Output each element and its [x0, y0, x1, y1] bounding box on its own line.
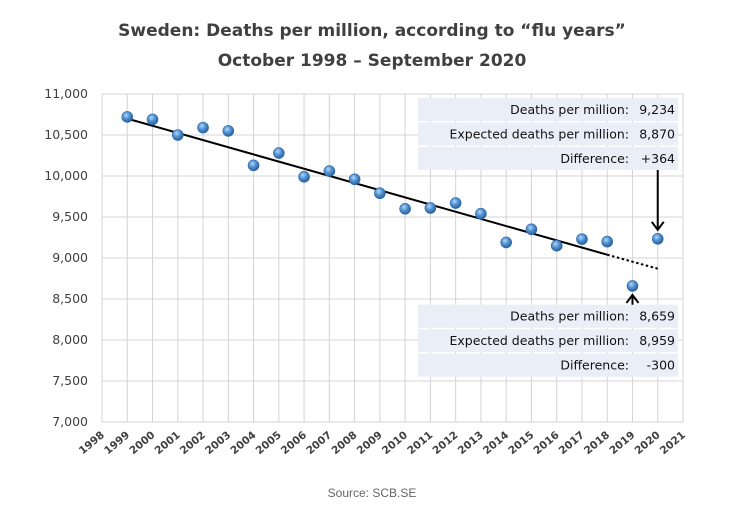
chart-title: Sweden: Deaths per million, according to… [118, 21, 626, 41]
x-tick-label: 2012 [430, 429, 460, 457]
x-tick-label: 2008 [329, 429, 359, 457]
data-point [424, 202, 437, 214]
annotation-row-bg [418, 353, 678, 377]
data-point [550, 239, 563, 252]
data-point [651, 233, 664, 245]
annotation-value: -300 [647, 358, 675, 373]
data-point [247, 159, 260, 172]
y-tick-label: 9,000 [52, 250, 88, 265]
data-point [121, 111, 134, 123]
x-tick-label: 2007 [304, 429, 334, 457]
annotation-row-bg [418, 122, 678, 146]
y-axis: 7,000 7,500 8,000 8,500 9,000 9,500 10,000 10,5… [44, 86, 88, 429]
annotation-row-bg [418, 329, 678, 353]
annotations: Deaths per million: 9,234 Expected deaths … [418, 98, 678, 377]
data-point [601, 235, 614, 248]
y-tick-label: 7,000 [52, 414, 88, 429]
x-tick-label: 2006 [279, 429, 309, 457]
annotation-label: Expected deaths per million: [450, 333, 629, 348]
data-point [348, 173, 361, 186]
x-tick-label: 2001 [153, 429, 183, 457]
annotation-row-bg [418, 304, 678, 328]
x-tick-label: 2019 [607, 429, 637, 457]
x-tick-label: 2020 [633, 429, 663, 457]
annotation-box: Deaths per million: 9,234 Expected deaths … [418, 98, 678, 170]
annotation-value: +364 [641, 151, 675, 166]
x-tick-label: 2011 [405, 429, 435, 457]
data-point [449, 197, 462, 209]
data-point [146, 113, 159, 126]
data-point [475, 207, 487, 220]
annotation-box: Deaths per million: 8,659 Expected deaths … [418, 304, 678, 377]
y-tick-label: 8,000 [52, 332, 88, 347]
annotation-value: 8,959 [639, 333, 675, 348]
data-point [222, 125, 235, 137]
y-tick-label: 10,000 [44, 168, 88, 183]
data-point [626, 280, 639, 292]
data-point [576, 233, 588, 245]
annotation-value: 8,659 [639, 309, 675, 324]
x-tick-label: 2015 [506, 429, 536, 457]
data-point [197, 121, 209, 134]
arrow-down-head [650, 221, 665, 232]
annotation-label: Difference: [560, 358, 629, 373]
x-tick-label: 2017 [557, 429, 587, 457]
y-tick-label: 10,500 [44, 127, 88, 142]
y-tick-label: 7,500 [52, 373, 88, 388]
y-tick-label: 9,500 [52, 209, 88, 224]
x-tick-label: 1999 [102, 429, 132, 457]
data-points [121, 111, 664, 292]
data-point [399, 203, 411, 215]
x-tick-label: 1998 [77, 429, 107, 457]
data-point [500, 236, 512, 249]
data-point [273, 147, 285, 159]
y-tick-label: 8,500 [52, 291, 88, 306]
x-tick-label: 2014 [481, 429, 511, 457]
annotation-value: 8,870 [639, 127, 675, 142]
data-point [298, 171, 310, 183]
x-tick-label: 2009 [355, 429, 385, 457]
arrow-up-head [625, 293, 640, 304]
x-axis: 1998199920002001200220032004200520062007… [77, 429, 688, 457]
annotation-value: 9,234 [639, 102, 675, 117]
chart-subtitle: October 1998 – September 2020 [218, 51, 527, 71]
annotation-row-bg [418, 147, 678, 170]
data-point [323, 165, 336, 177]
data-point [374, 187, 386, 200]
x-tick-label: 2002 [178, 429, 208, 457]
source-note: Source: SCB.SE [328, 486, 417, 500]
x-tick-label: 2016 [532, 429, 562, 457]
x-tick-label: 2005 [254, 429, 284, 457]
x-tick-label: 2018 [582, 429, 612, 457]
data-point [525, 223, 538, 236]
x-tick-label: 2021 [658, 429, 688, 457]
x-tick-label: 2003 [203, 429, 233, 457]
annotation-row-bg [418, 98, 678, 121]
annotation-label: Deaths per million: [510, 102, 629, 117]
x-tick-label: 2004 [228, 429, 258, 457]
x-tick-label: 2000 [127, 429, 157, 457]
x-tick-label: 2010 [380, 429, 410, 457]
data-point [171, 129, 184, 141]
annotation-label: Expected deaths per million: [450, 127, 629, 142]
arrows [625, 170, 665, 305]
x-tick-label: 2013 [456, 429, 486, 457]
y-tick-label: 11,000 [44, 86, 88, 101]
annotation-label: Difference: [560, 151, 629, 166]
trend-dotted [606, 253, 659, 270]
annotation-label: Deaths per million: [510, 309, 629, 324]
